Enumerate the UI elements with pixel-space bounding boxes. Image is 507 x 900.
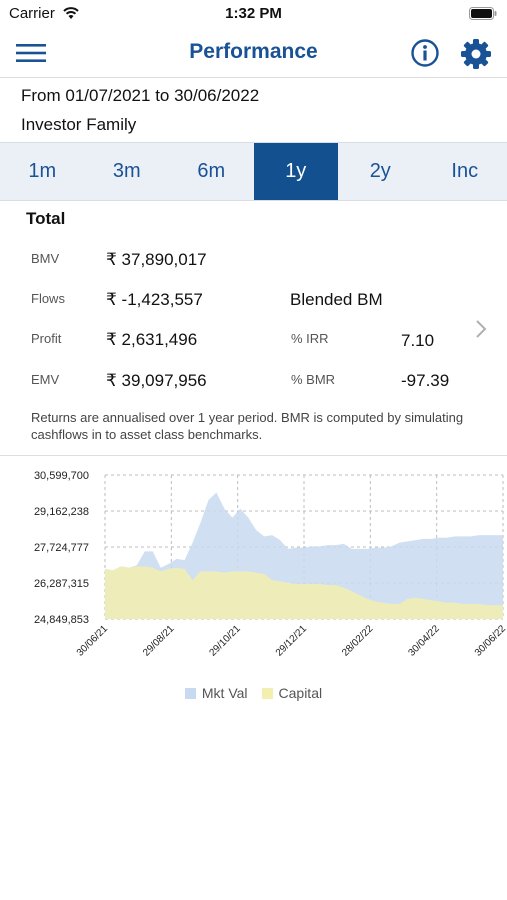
tab-1m[interactable]: 1m xyxy=(28,160,57,182)
page-title: Performance xyxy=(189,40,318,63)
x-tick-label: 30/06/22 xyxy=(473,623,507,659)
series-area-capital xyxy=(105,566,503,619)
summary-heading: Total xyxy=(26,209,66,228)
carrier-label: Carrier xyxy=(9,5,55,22)
chart-legend: Mkt Val Capital xyxy=(0,685,507,701)
battery-icon xyxy=(469,7,497,20)
x-tick-label: 30/04/22 xyxy=(406,623,442,659)
x-tick-label: 29/12/21 xyxy=(274,623,310,659)
bmr-label: % BMR xyxy=(291,372,336,387)
divider xyxy=(0,455,507,456)
y-tick-label: 27,724,777 xyxy=(34,542,89,554)
bmv-label: BMV xyxy=(31,251,60,266)
irr-label: % IRR xyxy=(291,331,329,346)
legend-swatch-capital xyxy=(261,687,273,699)
wifi-icon xyxy=(63,7,79,19)
blended-bm-label: Blended BM xyxy=(290,290,383,309)
flows-label: Flows xyxy=(31,291,65,306)
y-tick-label: 29,162,238 xyxy=(34,506,89,518)
chevron-right-icon[interactable] xyxy=(474,318,488,340)
emv-value: ₹ 39,097,956 xyxy=(106,371,207,390)
tab-6m[interactable]: 6m xyxy=(197,160,226,182)
irr-value: 7.10 xyxy=(401,331,435,350)
hamburger-menu-icon[interactable] xyxy=(16,41,46,65)
gear-icon[interactable] xyxy=(458,36,494,72)
emv-label: EMV xyxy=(31,372,60,387)
profit-value: ₹ 2,631,496 xyxy=(106,330,198,349)
x-tick-label: 28/02/22 xyxy=(340,623,376,659)
y-tick-label: 24,849,853 xyxy=(34,614,89,626)
tab-inception[interactable]: Inc xyxy=(451,160,479,182)
investor-group-label: Investor Family xyxy=(21,115,137,134)
x-tick-label: 30/06/21 xyxy=(75,623,111,659)
x-tick-label: 29/08/21 xyxy=(141,623,177,659)
legend-item-mkt-val[interactable]: Mkt Val xyxy=(184,685,248,701)
status-time: 1:32 PM xyxy=(225,5,282,22)
bmv-value: ₹ 37,890,017 xyxy=(106,250,207,269)
info-icon[interactable] xyxy=(408,36,442,70)
date-range-label: From 01/07/2021 to 30/06/2022 xyxy=(21,86,260,105)
returns-note: Returns are annualised over 1 year perio… xyxy=(31,410,464,442)
legend-swatch-mkt-val xyxy=(184,687,196,699)
tab-2y[interactable]: 2y xyxy=(369,160,391,182)
legend-item-capital[interactable]: Capital xyxy=(261,685,323,701)
tab-3m[interactable]: 3m xyxy=(112,160,141,182)
tab-1y[interactable]: 1y xyxy=(253,143,338,200)
bmr-value: -97.39 xyxy=(401,371,450,390)
legend-label-mkt-val: Mkt Val xyxy=(201,685,248,701)
navigation-bar: Performance xyxy=(0,30,507,78)
legend-label-capital: Capital xyxy=(278,685,323,701)
period-tab-bar: 1m 3m 6m 1y 2y Inc xyxy=(0,142,507,201)
profit-label: Profit xyxy=(31,331,62,346)
y-tick-label: 26,287,315 xyxy=(34,578,89,590)
y-tick-label: 30,599,700 xyxy=(34,470,89,482)
x-tick-label: 29/10/21 xyxy=(207,623,243,659)
flows-value: ₹ -1,423,557 xyxy=(106,290,203,309)
status-bar: Carrier 1:32 PM xyxy=(0,0,507,28)
performance-chart: 30,599,700 29,162,238 27,724,777 26,287,315… xyxy=(34,470,507,659)
